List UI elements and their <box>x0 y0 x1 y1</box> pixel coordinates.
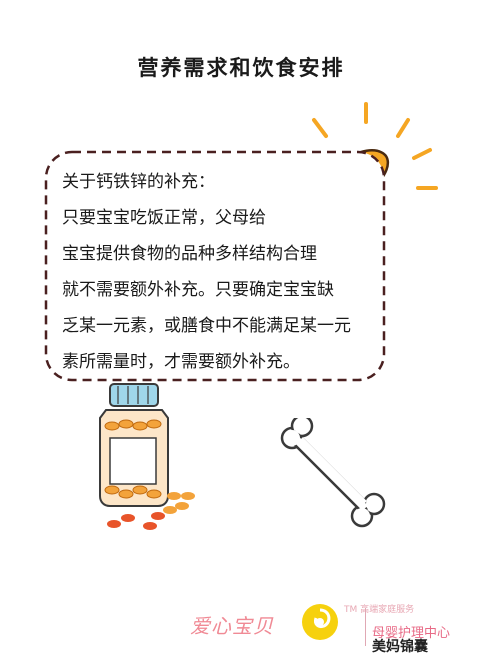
footer-divider <box>365 608 366 646</box>
card-line: 宝宝提供食物的品种多样结构合理 <box>62 244 317 264</box>
card-line: 素所需量时，才需要额外补充。 <box>62 352 300 372</box>
card-line: 乏某一元素，或膳食中不能满足某一元 <box>62 316 351 336</box>
tm-label: TM 高端家庭服务 <box>344 605 415 615</box>
info-card: 关于钙铁锌的补充： 只要宝宝吃饭正常，父母给 宝宝提供食物的品种多样结构合理 就… <box>44 150 386 382</box>
page-title: 营养需求和饮食安排 <box>137 56 345 80</box>
bone-icon <box>280 418 386 528</box>
card-line: 只要宝宝吃饭正常，父母给 <box>62 208 266 228</box>
sub-brand-label: 母婴护理中心 <box>372 626 451 641</box>
brand-logo-icon <box>302 604 338 640</box>
card-border <box>44 150 386 382</box>
brand-name-dark: 美妈锦囊 <box>372 639 428 655</box>
card-line: 就不需要额外补充。只要确定宝宝缺 <box>62 280 334 300</box>
brand-name-red: 爱心宝贝 <box>190 614 274 638</box>
card-heading: 关于钙铁锌的补充： <box>62 172 215 192</box>
pill-bottle-icon <box>99 383 195 530</box>
